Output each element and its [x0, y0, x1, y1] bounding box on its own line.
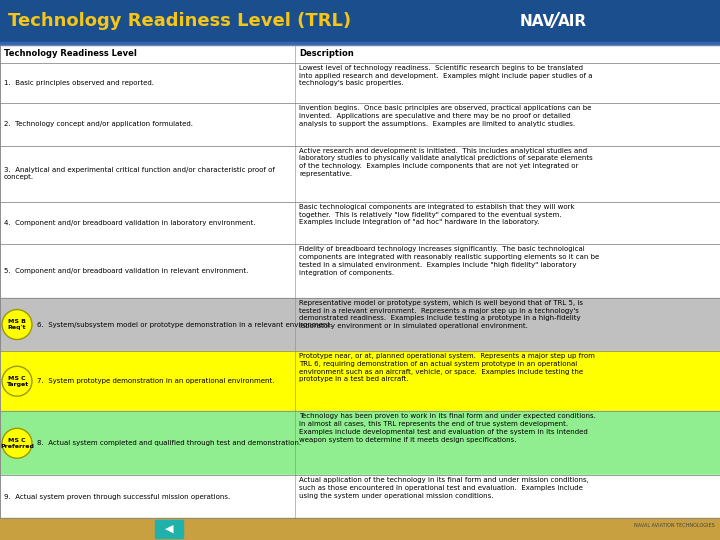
Bar — [0, 475, 720, 518]
Text: 8.  Actual system completed and qualified through test and demonstration.: 8. Actual system completed and qualified… — [37, 440, 301, 446]
Bar — [0, 42, 720, 45]
Bar — [0, 245, 720, 298]
Text: 2.  Technology concept and/or application formulated.: 2. Technology concept and/or application… — [4, 122, 193, 127]
Bar — [0, 298, 720, 351]
Text: Invention begins.  Once basic principles are observed, practical applications ca: Invention begins. Once basic principles … — [300, 105, 592, 126]
Text: Fidelity of breadboard technology increases significantly.  The basic technologi: Fidelity of breadboard technology increa… — [300, 246, 600, 276]
Bar — [0, 45, 720, 63]
Bar — [0, 146, 720, 202]
Text: /: / — [552, 11, 559, 30]
Text: Description: Description — [300, 50, 354, 58]
Text: Basic technological components are integrated to establish that they will work
t: Basic technological components are integ… — [300, 204, 575, 225]
Text: 9.  Actual system proven through successful mission operations.: 9. Actual system proven through successf… — [4, 494, 230, 500]
Text: 3.  Analytical and experimental critical function and/or characteristic proof of: 3. Analytical and experimental critical … — [4, 167, 275, 180]
Bar — [0, 45, 720, 63]
Bar — [0, 518, 720, 540]
Text: 7.  System prototype demonstration in an operational environment.: 7. System prototype demonstration in an … — [37, 378, 274, 384]
Text: Active research and development is initiated.  This includes analytical studies : Active research and development is initi… — [300, 148, 593, 177]
Text: Representative model or prototype system, which is well beyond that of TRL 5, is: Representative model or prototype system… — [300, 300, 583, 329]
Bar — [0, 0, 720, 42]
Text: MS C
Preferred: MS C Preferred — [0, 438, 34, 449]
Bar — [0, 103, 720, 146]
Bar — [0, 146, 720, 202]
Bar — [0, 411, 720, 475]
Text: AIR: AIR — [558, 14, 587, 29]
Bar — [0, 351, 720, 411]
Text: MS B
Req't: MS B Req't — [8, 319, 26, 330]
Circle shape — [2, 366, 32, 396]
Text: MS C
Target: MS C Target — [6, 376, 28, 387]
Text: 1.  Basic principles observed and reported.: 1. Basic principles observed and reporte… — [4, 80, 154, 86]
Circle shape — [2, 428, 32, 458]
Bar — [0, 63, 720, 103]
Text: Prototype near, or at, planned operational system.  Represents a major step up f: Prototype near, or at, planned operation… — [300, 353, 595, 382]
Bar — [0, 475, 720, 518]
Bar — [0, 202, 720, 245]
Text: Technology Readiness Level: Technology Readiness Level — [4, 50, 137, 58]
Bar — [0, 245, 720, 298]
Bar — [0, 202, 720, 245]
Bar — [0, 298, 720, 351]
Bar — [0, 63, 720, 103]
Text: 5.  Component and/or breadboard validation in relevant environment.: 5. Component and/or breadboard validatio… — [4, 268, 248, 274]
Bar — [0, 45, 720, 518]
Circle shape — [2, 309, 32, 340]
Bar — [0, 351, 720, 411]
Text: Technology has been proven to work in its final form and under expected conditio: Technology has been proven to work in it… — [300, 413, 596, 442]
Text: 6.  System/subsystem model or prototype demonstration in a relevant environment.: 6. System/subsystem model or prototype d… — [37, 321, 333, 328]
Text: NAVAL AVIATION TECHNOLOGIES: NAVAL AVIATION TECHNOLOGIES — [634, 523, 715, 528]
Text: ◀: ◀ — [165, 524, 174, 534]
Text: 4.  Component and/or breadboard validation in laboratory environment.: 4. Component and/or breadboard validatio… — [4, 220, 256, 226]
Text: Lowest level of technology readiness.  Scientific research begins to be translat: Lowest level of technology readiness. Sc… — [300, 65, 593, 86]
Text: NAV: NAV — [520, 14, 555, 29]
Text: Technology Readiness Level (TRL): Technology Readiness Level (TRL) — [8, 12, 351, 30]
Bar — [155, 520, 183, 538]
Text: Actual application of the technology in its final form and under mission conditi: Actual application of the technology in … — [300, 477, 589, 499]
Bar — [0, 103, 720, 146]
Bar — [0, 411, 720, 475]
